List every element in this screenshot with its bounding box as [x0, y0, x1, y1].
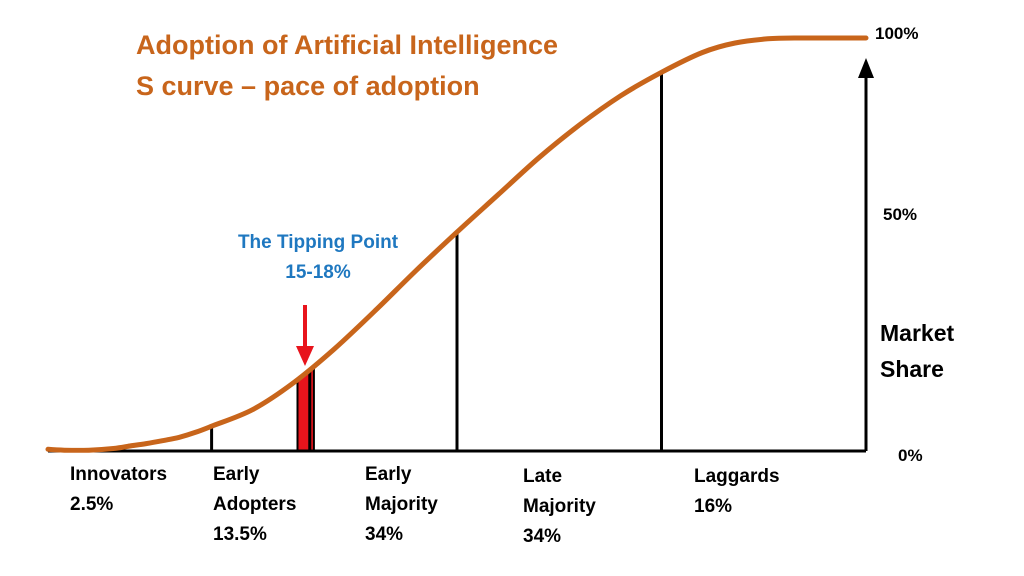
y-tick-0: 0%: [898, 446, 923, 465]
segment-label-late-majority: Late Majority 34%: [523, 462, 596, 552]
segment-label-innovators: Innovators 2.5%: [70, 460, 167, 520]
segment-early-adopters-line-3: 13.5%: [213, 524, 267, 545]
segment-late-majority-line-2: Majority: [523, 496, 596, 517]
segment-label-early-adopters: Early Adopters 13.5%: [213, 460, 296, 550]
segment-early-adopters-line-1: Early: [213, 464, 260, 485]
y-tick-100: 100%: [875, 24, 919, 43]
segment-label-laggards: Laggards 16%: [694, 462, 780, 522]
y-tick-50: 50%: [883, 205, 918, 224]
tipping-point-label-line-1: The Tipping Point: [237, 232, 399, 253]
segment-early-adopters-line-2: Adopters: [213, 494, 297, 515]
chart-title: Adoption of Artificial Intelligence: [136, 30, 559, 60]
segment-label-early-majority: Early Majority 34%: [365, 460, 438, 550]
chart-subtitle: S curve – pace of adoption: [136, 71, 480, 101]
segment-laggards-line-1: Laggards: [694, 466, 780, 487]
segment-innovators-line-1: Innovators: [70, 464, 168, 485]
s-curve-line: [45, 35, 869, 453]
tipping-point-arrow: [296, 305, 314, 366]
y-axis-arrowhead: [858, 58, 874, 78]
segment-laggards-line-2: 16%: [694, 496, 733, 517]
segment-early-majority-line-2: Majority: [365, 494, 438, 515]
segment-early-majority-line-1: Early: [365, 464, 412, 485]
tipping-point-arrow-head: [296, 346, 314, 366]
segment-early-majority-line-3: 34%: [365, 524, 404, 545]
segment-late-majority-line-1: Late: [523, 466, 563, 487]
segment-late-majority-line-3: 34%: [523, 526, 562, 547]
y-axis-label-line-1: Market: [880, 320, 955, 346]
tipping-point-label-line-2: 15-18%: [285, 262, 351, 283]
segment-innovators-line-2: 2.5%: [70, 494, 114, 515]
y-axis-label-line-2: Share: [880, 356, 944, 382]
